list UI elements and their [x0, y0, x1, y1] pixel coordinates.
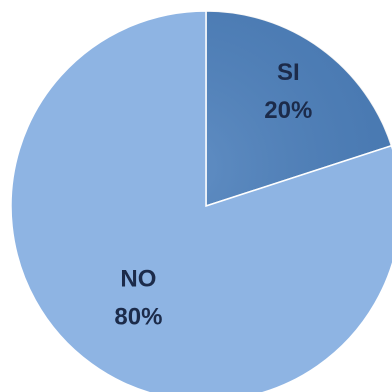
category-label: NO	[120, 265, 156, 292]
value-label: 80%	[114, 303, 162, 330]
value-label: 20%	[264, 97, 312, 124]
category-label: SI	[277, 59, 300, 86]
pie-slice	[10, 10, 392, 392]
